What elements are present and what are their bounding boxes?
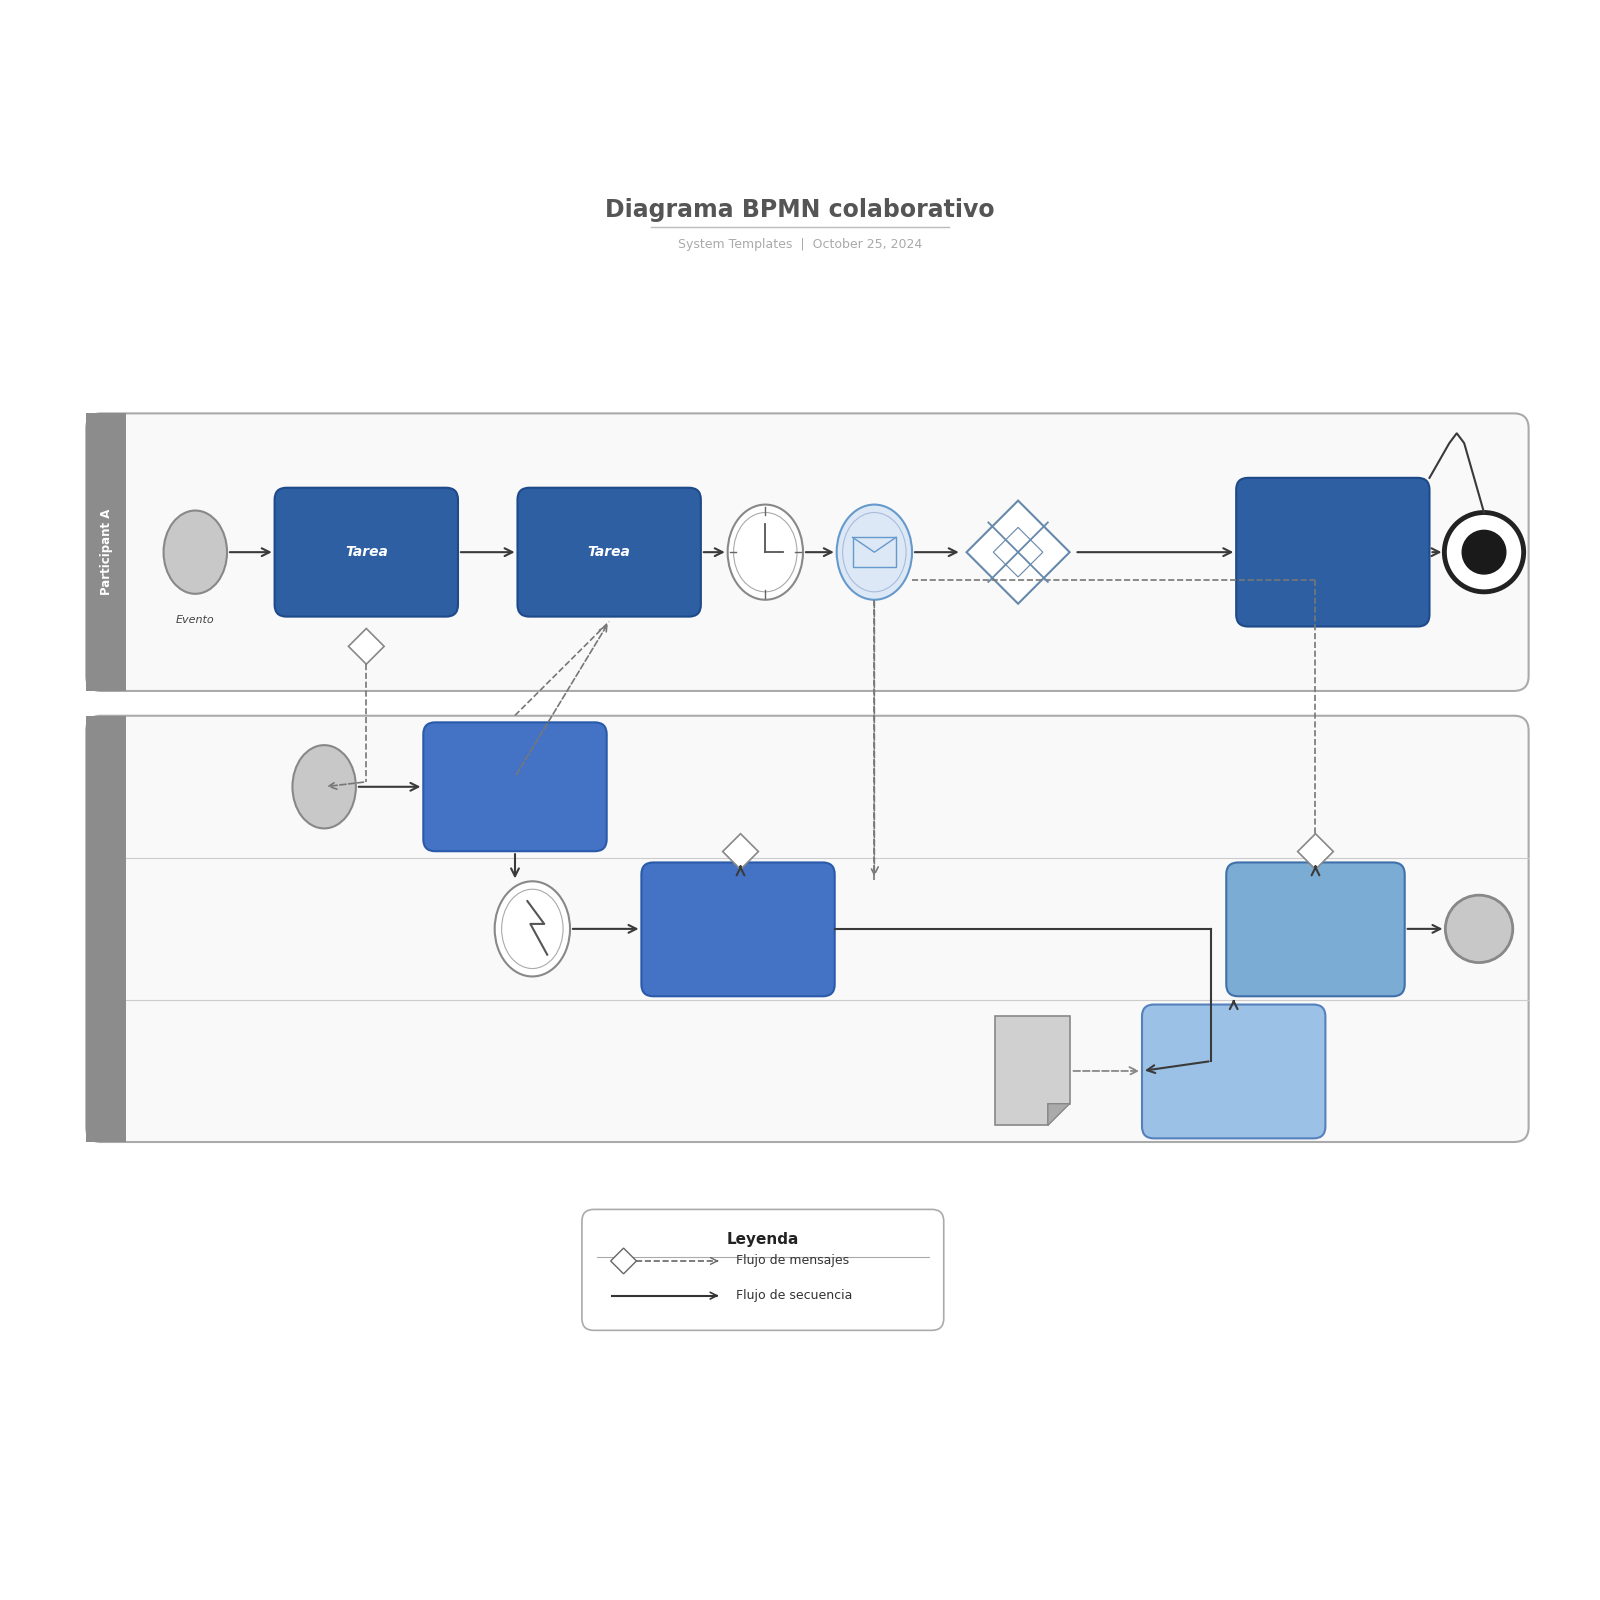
Text: Diagrama BPMN colaborativo: Diagrama BPMN colaborativo (605, 198, 995, 222)
Circle shape (1462, 530, 1506, 574)
Text: Flujo de secuencia: Flujo de secuencia (736, 1290, 851, 1302)
Polygon shape (1298, 834, 1333, 869)
FancyBboxPatch shape (86, 715, 1528, 1142)
FancyBboxPatch shape (582, 1210, 944, 1330)
Bar (86, 413, 126, 691)
Circle shape (1445, 894, 1512, 963)
Polygon shape (1048, 1104, 1070, 1125)
Ellipse shape (837, 504, 912, 600)
Ellipse shape (293, 746, 355, 829)
Ellipse shape (494, 882, 570, 976)
Bar (853, 538, 896, 566)
FancyBboxPatch shape (424, 722, 606, 851)
Circle shape (1445, 512, 1523, 592)
FancyBboxPatch shape (1226, 862, 1405, 997)
FancyBboxPatch shape (86, 413, 1528, 691)
FancyBboxPatch shape (642, 862, 835, 997)
FancyBboxPatch shape (517, 488, 701, 616)
Ellipse shape (502, 890, 563, 968)
Bar (86, 715, 126, 1142)
FancyBboxPatch shape (1142, 1005, 1325, 1138)
FancyBboxPatch shape (275, 488, 458, 616)
FancyBboxPatch shape (1237, 478, 1429, 627)
Polygon shape (995, 1016, 1070, 1125)
Polygon shape (966, 501, 1070, 603)
Text: System Templates  |  October 25, 2024: System Templates | October 25, 2024 (678, 238, 922, 251)
Polygon shape (611, 1248, 637, 1274)
Text: Flujo de mensajes: Flujo de mensajes (736, 1254, 848, 1267)
Text: Evento: Evento (176, 614, 214, 624)
Text: Participant A: Participant A (99, 509, 112, 595)
Text: Leyenda: Leyenda (726, 1232, 798, 1246)
Ellipse shape (728, 504, 803, 600)
Ellipse shape (163, 510, 227, 594)
Text: Tarea: Tarea (346, 546, 387, 558)
Polygon shape (349, 629, 384, 664)
Text: Tarea: Tarea (587, 546, 630, 558)
Ellipse shape (733, 512, 797, 592)
Ellipse shape (843, 512, 906, 592)
Polygon shape (723, 834, 758, 869)
